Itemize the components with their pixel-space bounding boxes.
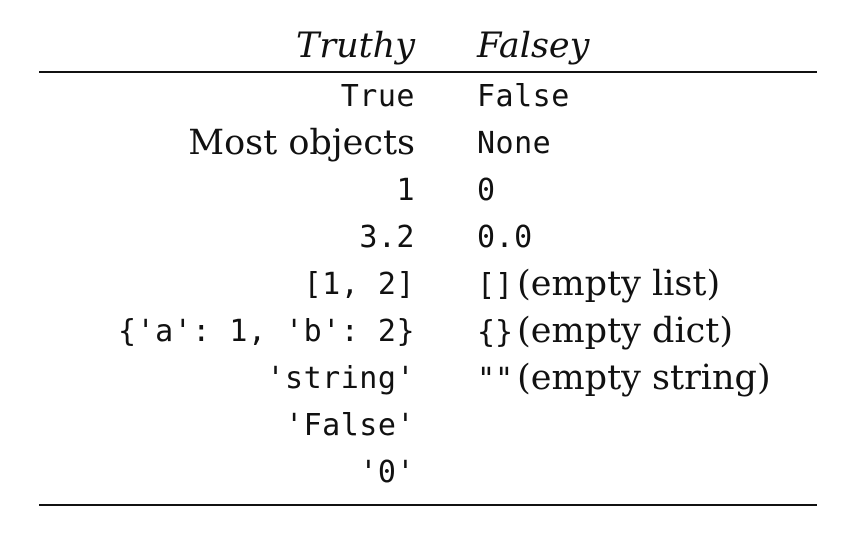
falsey-cell: False [477, 79, 570, 114]
falsey-code: [] [477, 268, 514, 303]
falsey-code: {} [477, 315, 514, 350]
truthy-cell: 'False' [285, 408, 415, 443]
falsey-cell: {} (empty dict) [477, 308, 733, 355]
falsey-note: (empty dict) [517, 311, 733, 351]
truthy-cell: Most objects [188, 123, 415, 163]
table-row: 3.2 0.0 [39, 214, 817, 261]
table-row: 'string' "" (empty string) [39, 355, 817, 402]
bottom-rule [39, 504, 817, 506]
truthy-cell: '0' [359, 455, 415, 490]
falsey-code: "" [477, 362, 514, 397]
truthy-cell: 3.2 [359, 220, 415, 255]
table-row: True False [39, 73, 817, 120]
table-row: 1 0 [39, 167, 817, 214]
header-falsey: Falsey [477, 26, 590, 66]
table-row: '0' [39, 449, 817, 496]
top-rule [39, 71, 817, 73]
falsey-note: (empty string) [517, 358, 771, 398]
table-row: 'False' [39, 402, 817, 449]
truthy-cell: 'string' [266, 361, 415, 396]
header-truthy: Truthy [296, 26, 415, 66]
table-row: {'a': 1, 'b': 2} {} (empty dict) [39, 308, 817, 355]
truthy-cell: True [340, 79, 415, 114]
truthy-falsey-table: Truthy Falsey True False Most objects No… [39, 0, 817, 544]
truthy-cell: 1 [396, 173, 415, 208]
falsey-cell: 0.0 [477, 220, 533, 255]
table-row: Most objects None [39, 120, 817, 167]
truthy-cell: [1, 2] [303, 267, 415, 302]
falsey-cell: None [477, 126, 552, 161]
table-row: [1, 2] [] (empty list) [39, 261, 817, 308]
falsey-cell: [] (empty list) [477, 261, 720, 308]
falsey-cell: "" (empty string) [477, 355, 771, 402]
falsey-note: (empty list) [517, 264, 721, 304]
falsey-cell: 0 [477, 173, 496, 208]
truthy-cell: {'a': 1, 'b': 2} [118, 314, 415, 349]
